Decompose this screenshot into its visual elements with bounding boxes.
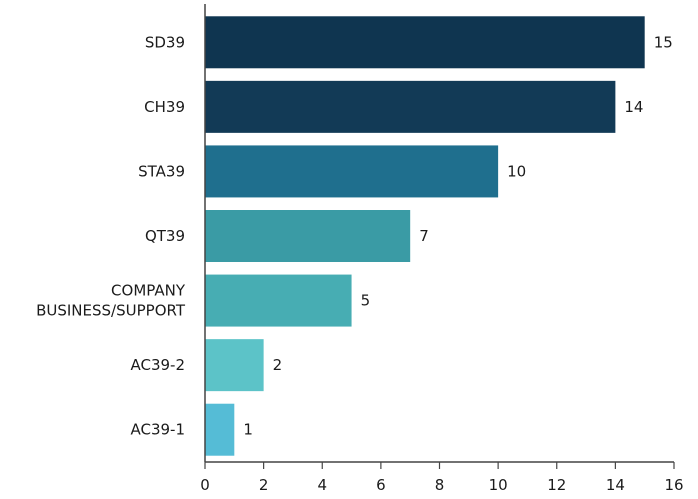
bar [205, 403, 235, 456]
category-label-line: BUSINESS/SUPPORT [36, 302, 186, 320]
value-label: 7 [419, 227, 429, 245]
x-tick-label: 10 [489, 476, 508, 494]
category-label: COMPANY BUSINESS/SUPPORT [36, 282, 186, 320]
category-label: CH39 [144, 98, 185, 116]
bar [205, 16, 645, 69]
value-label: 15 [654, 33, 673, 51]
value-label: 10 [507, 162, 526, 180]
value-label: 2 [273, 356, 283, 374]
x-tick-label: 16 [664, 476, 683, 494]
category-label: AC39-2 [130, 356, 185, 374]
x-tick-label: 8 [435, 476, 445, 494]
x-tick-label: 14 [606, 476, 625, 494]
x-tick-label: 2 [259, 476, 269, 494]
x-tick-label: 6 [376, 476, 386, 494]
category-label: STA39 [138, 162, 185, 180]
value-label: 14 [624, 98, 643, 116]
category-label-line: STA39 [138, 162, 185, 180]
bar [205, 80, 616, 133]
bars-layer [205, 16, 645, 456]
value-label: 1 [243, 421, 253, 439]
axis-layer: 0 2 4 6 8 10 12 14 16 [200, 4, 684, 494]
x-tick-label: 4 [317, 476, 327, 494]
category-label-line: AC39-2 [130, 356, 185, 374]
bar [205, 339, 264, 392]
labels-layer: 15 SD39 14 CH39 10 STA39 7 QT39 5 COMPANY BUSINESS… [36, 33, 673, 438]
category-label-line: AC39-1 [130, 421, 185, 439]
category-label-line: CH39 [144, 98, 185, 116]
x-tick-label: 12 [547, 476, 566, 494]
value-label: 5 [361, 292, 371, 310]
category-label: QT39 [145, 227, 185, 245]
bar [205, 145, 499, 198]
category-label-line: COMPANY [111, 282, 186, 300]
category-label: AC39-1 [130, 421, 185, 439]
bar [205, 274, 352, 327]
x-tick-label: 0 [200, 476, 210, 494]
category-label-line: QT39 [145, 227, 185, 245]
category-label-line: SD39 [145, 33, 185, 51]
category-label: SD39 [145, 33, 185, 51]
bar [205, 210, 411, 262]
